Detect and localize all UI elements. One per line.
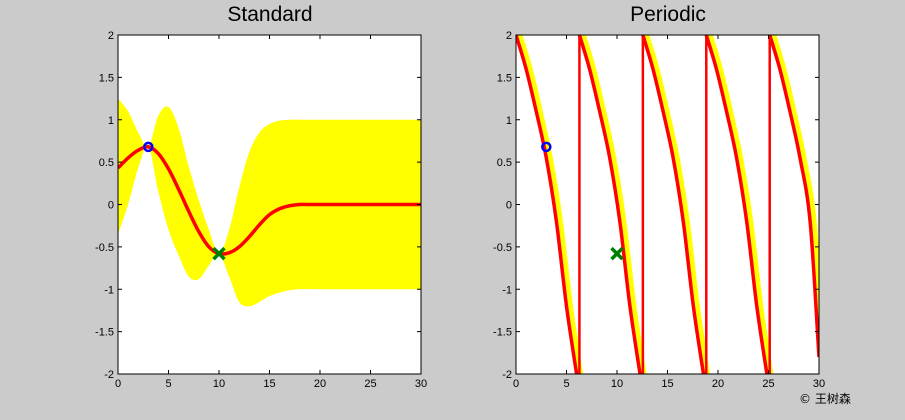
- y-tick-label: -1: [104, 284, 114, 296]
- plot-area: [516, 35, 819, 374]
- confidence-band: [118, 98, 421, 307]
- plot-content: [516, 35, 819, 374]
- x-tick-label: 10: [213, 378, 225, 390]
- confidence-band: [771, 35, 819, 333]
- x-tick-label: 30: [813, 378, 825, 390]
- y-tick-label: 1.5: [99, 72, 114, 84]
- confidence-band: [517, 35, 584, 374]
- chart-title: Standard: [227, 3, 312, 26]
- standard-chart: Standard 0 5 10 15 20 25 30 2 1.5 1 0.5 0 -0.5 -1 -1.5…: [95, 3, 427, 390]
- plot-content: [118, 98, 421, 307]
- y-tick-label: 2: [506, 30, 512, 42]
- y-tick-label: 0: [506, 200, 512, 212]
- y-tick-label: -1.5: [95, 327, 114, 339]
- mean-line: [641, 35, 706, 374]
- mean-line: [118, 145, 421, 256]
- mean-line: [516, 35, 579, 374]
- mean-line: [768, 35, 819, 358]
- x-tick-label: 25: [762, 378, 774, 390]
- x-tick-label: 20: [314, 378, 326, 390]
- confidence-band: [644, 35, 710, 374]
- x-tick-label: 5: [563, 378, 569, 390]
- periodic-chart: Periodic 0 5 10 15 20 25 30 2 1.5 1 0.5 0 -0.5 -1 -1.5…: [493, 3, 825, 390]
- confidence-band: [707, 35, 774, 374]
- confidence-band: [581, 35, 647, 374]
- y-tick-label: 2: [108, 30, 114, 42]
- x-tick-label: 30: [415, 378, 427, 390]
- y-tick-label: -2: [104, 369, 114, 381]
- x-tick-label: 15: [661, 378, 673, 390]
- y-tick-label: -0.5: [493, 242, 512, 254]
- y-tick-label: 1.5: [497, 72, 512, 84]
- x-marker-stroke: [212, 246, 226, 261]
- x-tick-label: 20: [712, 378, 724, 390]
- x-tick-label: 25: [364, 378, 376, 390]
- chart-title: Periodic: [630, 3, 706, 26]
- y-tick-label: -1: [502, 284, 512, 296]
- y-tick-label: -0.5: [95, 242, 114, 254]
- y-tick-label: 1: [506, 115, 512, 127]
- x-tick-label: 10: [611, 378, 623, 390]
- y-tick-label: 0: [108, 200, 114, 212]
- observation-point-circle: [541, 141, 552, 153]
- y-tick-label: 1: [108, 115, 114, 127]
- observation-point-circle: [143, 141, 154, 153]
- copyright-watermark: © 王树森: [799, 391, 851, 406]
- y-tick-label: 0.5: [99, 157, 114, 169]
- y-tick-label: -2: [502, 369, 512, 381]
- mean-line: [577, 35, 642, 374]
- x-tick-label: 15: [263, 378, 275, 390]
- x-tick-label: 5: [165, 378, 171, 390]
- y-tick-label: -1.5: [493, 327, 512, 339]
- x-marker-stroke: [610, 246, 624, 261]
- x-tick-label: 0: [513, 378, 519, 390]
- y-tick-label: 0.5: [497, 157, 512, 169]
- mean-line: [704, 35, 769, 374]
- observation-point-x: [610, 246, 624, 261]
- x-tick-label: 0: [115, 378, 121, 390]
- observation-point-x: [212, 246, 226, 261]
